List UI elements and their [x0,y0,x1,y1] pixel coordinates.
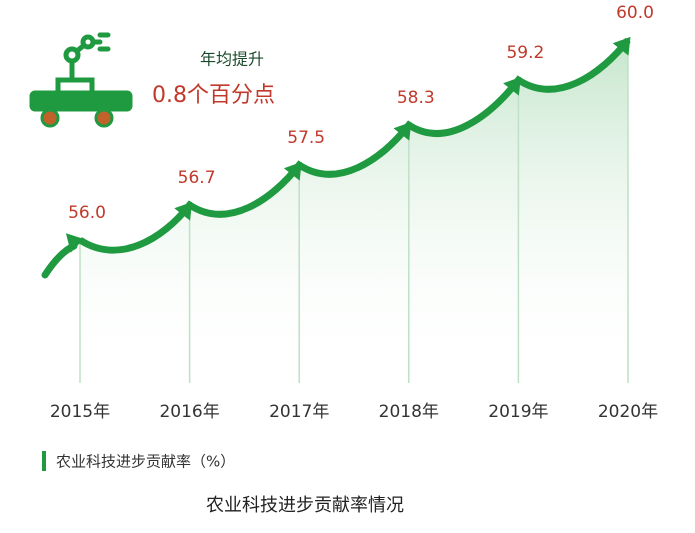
value-label: 56.7 [178,168,216,188]
arrow-head [65,233,84,253]
arrow-head [283,161,302,181]
trend-line [78,37,631,254]
value-label: 56.0 [68,203,106,223]
lead-in [41,242,78,279]
value-label: 58.3 [397,88,435,108]
x-tick-label: 2015年 [50,402,110,422]
arrow-head [503,76,521,96]
value-label: 60.0 [616,3,654,23]
x-tick-label: 2020年 [598,402,658,422]
legend-swatch [42,451,46,471]
arrow-head [612,36,631,56]
x-tick-label: 2017年 [269,402,329,422]
x-tick-label: 2018年 [379,402,439,422]
arrow-head [174,201,193,221]
annotation: 0.8个百分点 [152,83,275,108]
value-label: 59.2 [506,43,544,63]
legend-label: 农业科技进步贡献率（%） [56,453,235,471]
x-tick-label: 2019年 [488,402,548,422]
robot-icon [29,32,133,128]
annotation: 年均提升 [200,50,264,69]
arrow-head [393,121,412,141]
x-tick-label: 2016年 [159,402,219,422]
value-label: 57.5 [287,128,325,148]
chart-title: 农业科技进步贡献率情况 [206,495,404,516]
area [80,40,628,383]
